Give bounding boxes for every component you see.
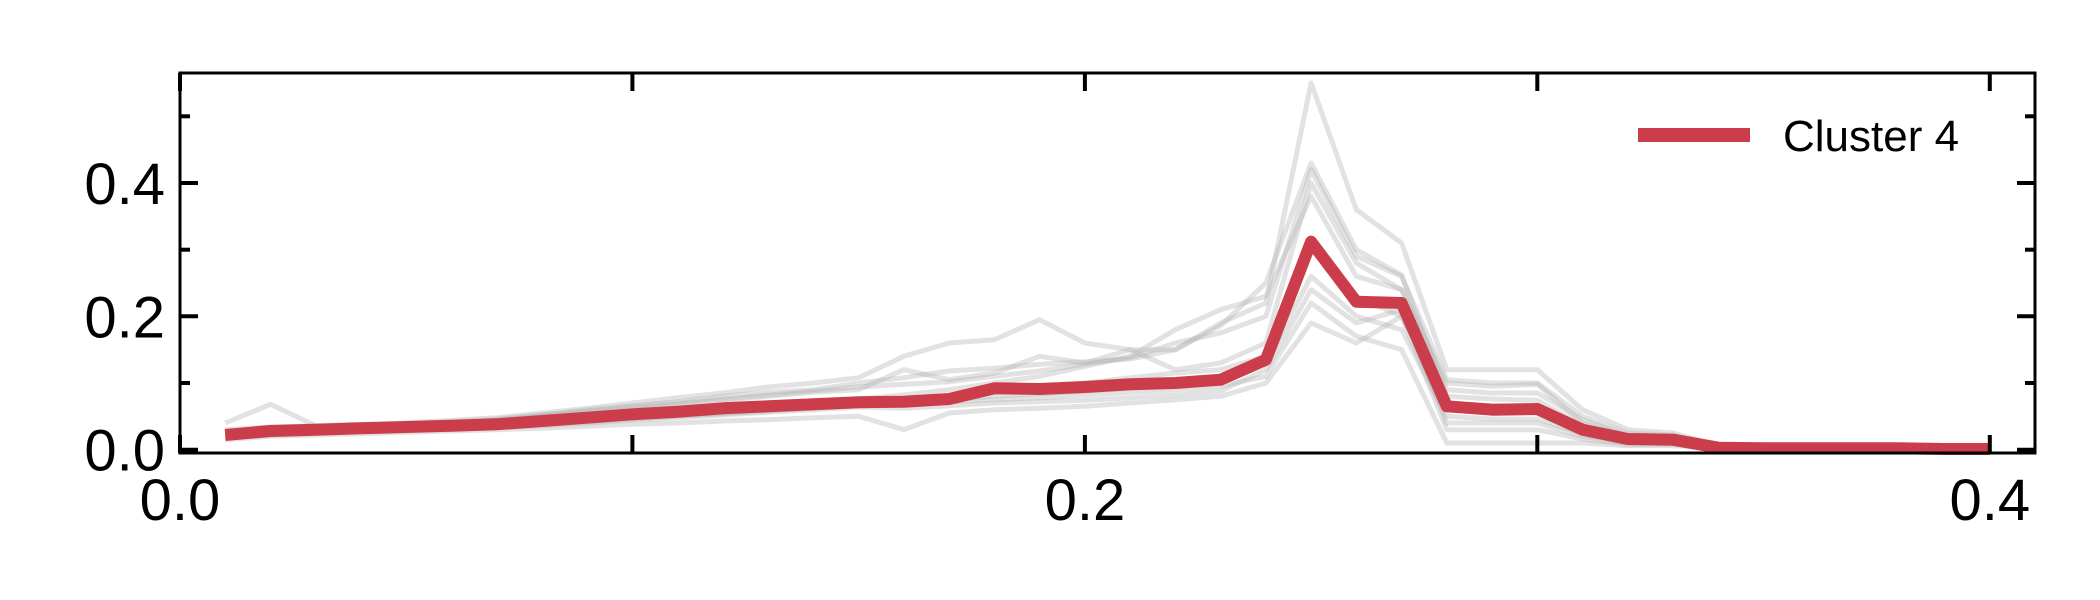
series-line-1 bbox=[224, 235, 1990, 455]
y-tick-label-2: 0.4 bbox=[84, 152, 165, 217]
legend-label-cluster-4: Cluster 4 bbox=[1783, 112, 1959, 161]
background-series-line-7 bbox=[225, 193, 1990, 452]
plot-frame bbox=[178, 71, 2037, 455]
main-series-group bbox=[224, 235, 1990, 455]
x-tick-label-0: 0.0 bbox=[140, 468, 221, 533]
axis-ticks-group bbox=[178, 73, 2035, 453]
y-tick-label-0: 0.0 bbox=[84, 419, 165, 484]
legend: Cluster 4 bbox=[1638, 112, 1959, 161]
y-tick-label-1: 0.2 bbox=[84, 285, 165, 350]
x-tick-label-2: 0.4 bbox=[1949, 468, 2030, 533]
background-series-line-5 bbox=[225, 180, 1990, 452]
x-tick-label-1: 0.2 bbox=[1045, 468, 1126, 533]
axis-tick-labels-group: 0.0 0.2 0.4 0.0 0.2 0.4 bbox=[84, 152, 2030, 533]
